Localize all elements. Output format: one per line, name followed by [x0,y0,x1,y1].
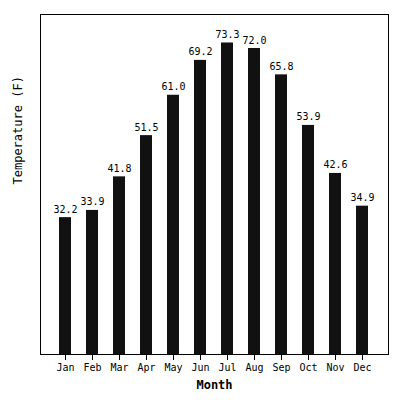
svg-text:Nov: Nov [326,362,344,373]
svg-text:32.2: 32.2 [53,204,77,215]
svg-text:65.8: 65.8 [269,61,293,72]
svg-text:Aug: Aug [245,362,263,373]
svg-text:34.9: 34.9 [350,192,374,203]
svg-text:51.5: 51.5 [134,122,158,133]
svg-text:Apr: Apr [137,362,155,373]
svg-text:Month: Month [196,378,232,392]
svg-text:33.9: 33.9 [80,196,104,207]
svg-text:72.0: 72.0 [242,35,266,46]
svg-text:Jul: Jul [218,362,236,373]
svg-text:69.2: 69.2 [188,46,212,57]
svg-text:Temperature (F): Temperature (F) [11,76,25,184]
svg-text:Jun: Jun [191,362,209,373]
svg-text:41.8: 41.8 [107,163,131,174]
svg-text:Sep: Sep [272,362,290,373]
svg-text:Oct: Oct [299,362,317,373]
svg-text:53.9: 53.9 [296,111,320,122]
svg-text:Mar: Mar [110,362,128,373]
svg-text:61.0: 61.0 [161,81,185,92]
svg-text:73.3: 73.3 [215,29,239,40]
svg-text:Jan: Jan [56,362,74,373]
svg-text:May: May [164,362,182,373]
svg-text:Dec: Dec [353,362,371,373]
svg-text:42.6: 42.6 [323,159,347,170]
svg-text:Feb: Feb [83,362,101,373]
